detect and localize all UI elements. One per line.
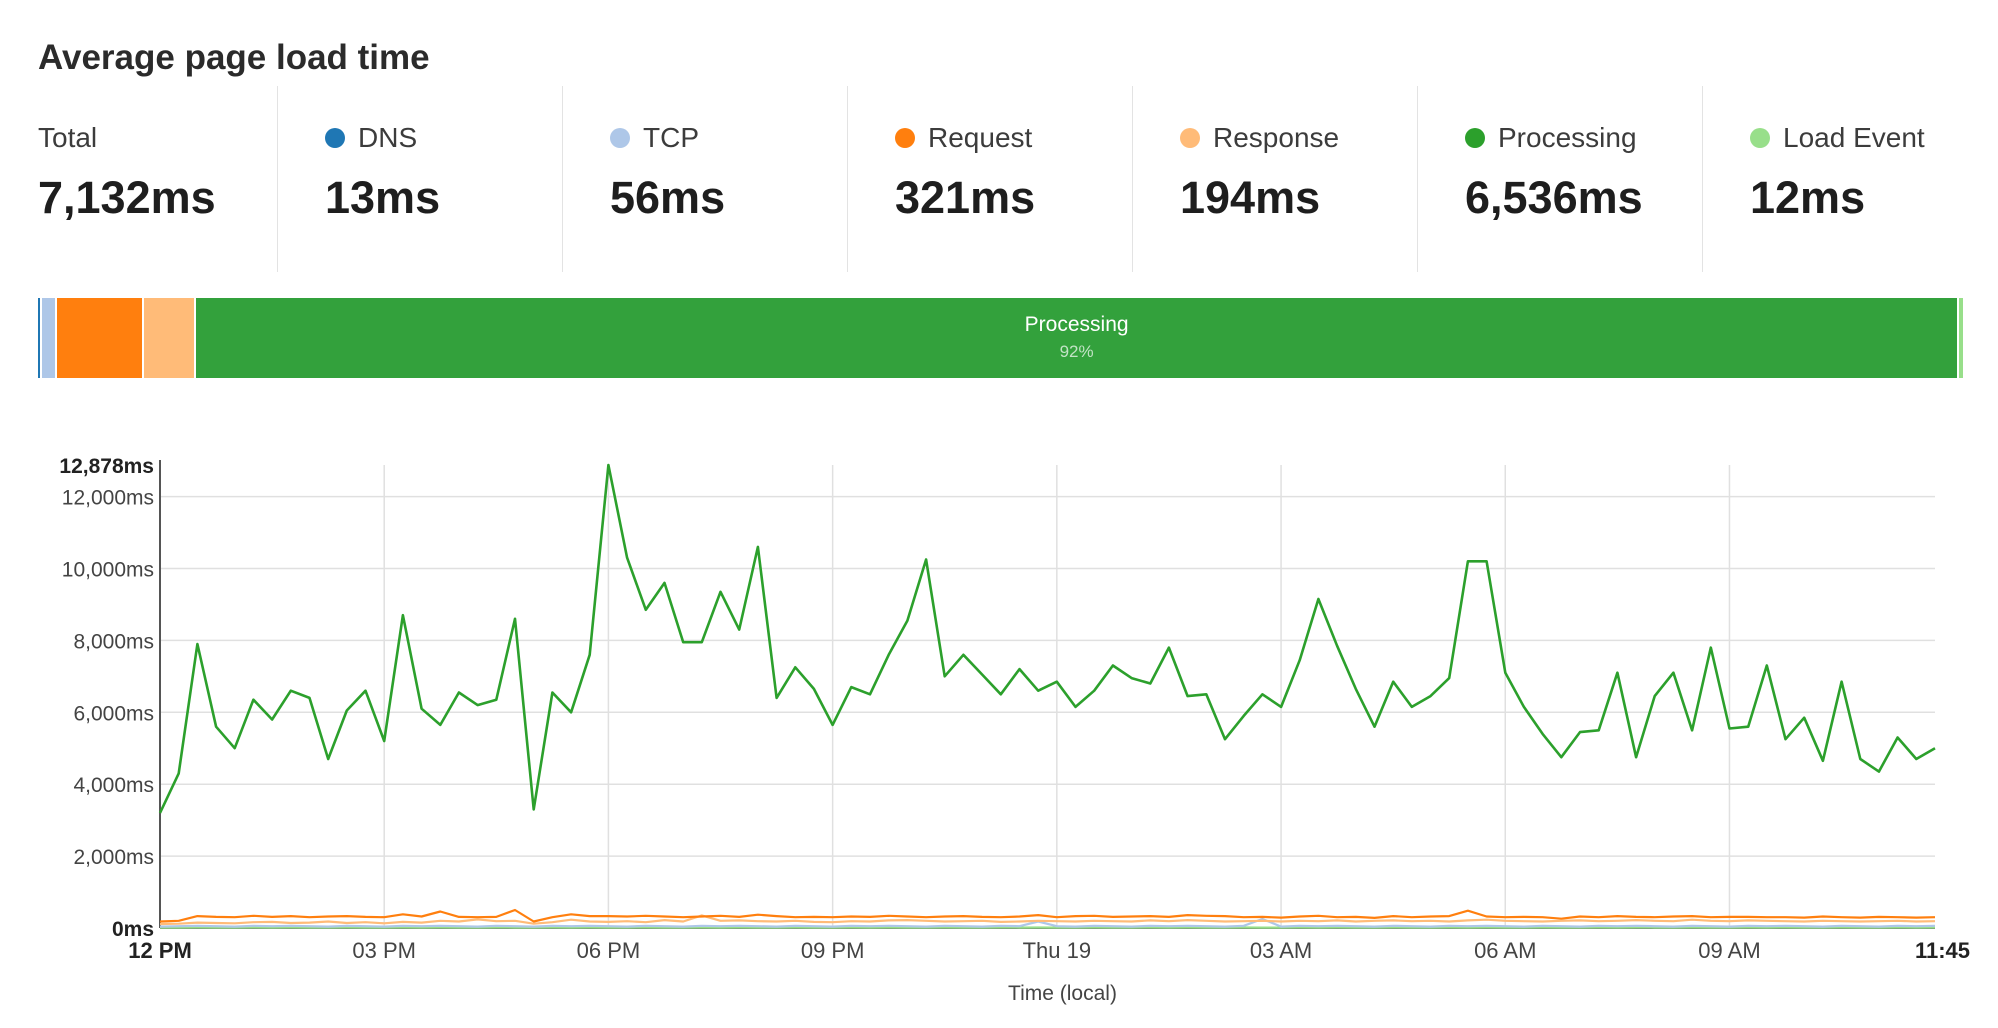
stat-label-text: Response — [1213, 122, 1340, 153]
series-line-response — [159, 914, 1936, 926]
stat-divider — [562, 86, 563, 272]
stat-label-text: DNS — [358, 122, 418, 153]
series-line-tcp — [159, 917, 1936, 928]
stat-label-text: Total — [38, 122, 98, 153]
stat-divider — [847, 86, 848, 272]
page-title: Average page load time — [38, 38, 430, 77]
legend-dot-icon — [1180, 128, 1200, 148]
x-tick-label: 03 PM — [352, 938, 416, 963]
stat-divider — [1702, 86, 1703, 272]
x-axis-label: Time (local) — [1008, 982, 1117, 1005]
stat-label-total: Total — [38, 122, 97, 154]
y-tick-label: 6,000ms — [73, 702, 154, 725]
stats-row: Total 7,132ms DNS 13ms TCP 56ms Request 321ms Re… — [0, 86, 1998, 272]
y-tick-label: 2,000ms — [73, 846, 154, 869]
legend-dot-icon — [1750, 128, 1770, 148]
series-line-processing — [158, 463, 1936, 814]
breakdown-segment-label: Processing — [1024, 313, 1129, 336]
y-tick-label: 12,000ms — [62, 487, 154, 510]
legend-dot-icon — [325, 128, 345, 148]
x-tick-label: 06 PM — [577, 938, 641, 963]
stat-divider — [1417, 86, 1418, 272]
breakdown-segment-tcp[interactable] — [42, 298, 58, 378]
x-tick-label: 03 AM — [1250, 938, 1312, 963]
stat-value-processing: 6,536ms — [1465, 172, 1643, 223]
load-time-chart: 0ms 2,000ms 4,000ms 6,000ms 8,000ms 10,000ms 1… — [59, 455, 1970, 1005]
breakdown-segment-response[interactable] — [143, 298, 197, 378]
stat-label-text: Request — [928, 122, 1033, 153]
breakdown-bar: Processing 92% — [38, 298, 1964, 378]
stat-label-text: TCP — [643, 122, 699, 153]
breakdown-segment-dns[interactable] — [38, 298, 42, 378]
stat-value-total: 7,132ms — [38, 172, 216, 223]
y-tick-label: 0ms — [112, 918, 154, 941]
x-tick-label: 06 AM — [1474, 938, 1536, 963]
stat-value-load-event: 12ms — [1750, 172, 1866, 223]
legend-dot-icon — [895, 128, 915, 148]
stat-value-request: 321ms — [895, 172, 1036, 223]
stat-value-dns: 13ms — [325, 172, 441, 223]
x-tick-label: 12 PM — [128, 938, 192, 963]
stat-label-processing: Processing — [1465, 122, 1637, 154]
stat-label-load-event: Load Event — [1750, 122, 1925, 154]
y-tick-label: 4,000ms — [73, 774, 154, 797]
breakdown-segment-request[interactable] — [57, 298, 144, 378]
stat-label-response: Response — [1180, 122, 1339, 154]
stat-label-text: Load Event — [1783, 122, 1925, 153]
breakdown-segment-load-event[interactable] — [1959, 298, 1964, 378]
y-max-label: 12,878ms — [59, 455, 154, 478]
breakdown-segment-processing[interactable]: Processing 92% — [196, 298, 1960, 378]
stat-divider — [1132, 86, 1133, 272]
legend-dot-icon — [610, 128, 630, 148]
stat-label-dns: DNS — [325, 122, 417, 154]
stat-label-tcp: TCP — [610, 122, 699, 154]
breakdown-segment-percent: 92% — [1059, 342, 1094, 361]
y-tick-label: 8,000ms — [73, 630, 154, 653]
x-tick-label: 09 PM — [801, 938, 865, 963]
stat-label-text: Processing — [1498, 122, 1637, 153]
stat-value-tcp: 56ms — [610, 172, 726, 223]
stat-divider — [277, 86, 278, 272]
series-line-request — [159, 908, 1936, 923]
x-tick-label: 09 AM — [1698, 938, 1760, 963]
y-tick-label: 10,000ms — [62, 558, 154, 581]
x-tick-label: Thu 19 — [1023, 938, 1092, 963]
stat-value-response: 194ms — [1180, 172, 1321, 223]
x-tick-label: 11:45 — [1915, 938, 1970, 963]
stat-label-request: Request — [895, 122, 1032, 154]
legend-dot-icon — [1465, 128, 1485, 148]
